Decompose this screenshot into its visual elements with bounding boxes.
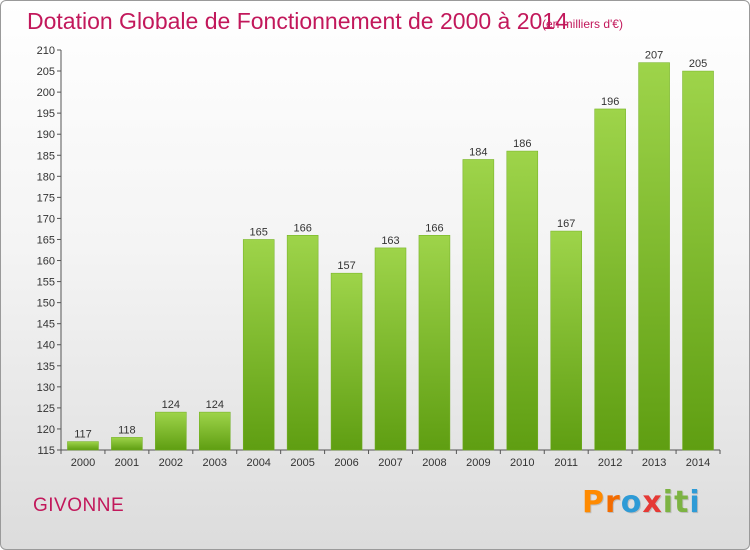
proxiti-logo: Proxiti — [582, 485, 701, 520]
bar — [330, 272, 363, 451]
value-label: 184 — [469, 146, 487, 158]
y-tick-label: 165 — [37, 234, 55, 246]
value-label: 166 — [293, 222, 311, 234]
bar — [67, 441, 99, 451]
value-label: 163 — [381, 235, 399, 247]
x-tick-label: 2008 — [422, 457, 446, 469]
bar — [682, 70, 714, 451]
chart-subtitle: (en milliers d'€) — [542, 17, 623, 31]
y-tick-label: 175 — [37, 192, 55, 204]
value-label: 196 — [601, 96, 619, 108]
x-tick-label: 2006 — [334, 457, 358, 469]
y-tick-label: 135 — [37, 361, 55, 373]
y-tick-label: 120 — [37, 424, 55, 436]
bar — [199, 411, 231, 451]
y-tick-label: 150 — [37, 298, 55, 310]
chart-title: Dotation Globale de Fonctionnement de 20… — [27, 8, 568, 34]
value-label: 165 — [250, 226, 268, 238]
y-tick-label: 180 — [37, 171, 55, 183]
bar — [506, 150, 539, 451]
bar — [550, 230, 582, 451]
x-tick-label: 2013 — [642, 457, 666, 469]
logo-letter: r — [605, 485, 621, 520]
value-label: 124 — [162, 399, 180, 411]
logo-letter: x — [642, 485, 663, 520]
y-tick-label: 210 — [37, 45, 55, 57]
value-labels: 117 118 124 124 165 166 157 163 166 184 186 167 196 2… — [74, 50, 707, 441]
value-label: 167 — [557, 218, 575, 230]
bar — [638, 62, 670, 451]
x-tick-label: 2007 — [378, 457, 402, 469]
value-label: 205 — [689, 58, 707, 70]
x-tick-label: 2009 — [466, 457, 490, 469]
bars — [67, 62, 714, 451]
y-tick-label: 185 — [37, 150, 55, 162]
y-tick-label: 160 — [37, 256, 55, 268]
value-label: 117 — [74, 429, 92, 441]
y-tick-label: 130 — [37, 382, 55, 394]
x-tick-label: 2002 — [159, 457, 183, 469]
y-tick-label: 145 — [37, 319, 55, 331]
bar — [374, 247, 407, 451]
logo-letter: i — [662, 485, 675, 520]
x-axis: 2000 2001 2002 2003 2004 2005 2006 2007 2008 2009… — [60, 449, 721, 469]
logo-letter: P — [582, 485, 605, 520]
bar — [594, 108, 626, 451]
bar — [242, 239, 275, 451]
x-tick-label: 2000 — [71, 457, 95, 469]
value-label: 157 — [337, 260, 355, 272]
y-tick-label: 140 — [37, 340, 55, 352]
x-tick-label: 2010 — [510, 457, 534, 469]
value-label: 118 — [118, 424, 136, 436]
y-tick-label: 195 — [37, 108, 55, 120]
y-tick-label: 200 — [37, 87, 55, 99]
bar — [111, 437, 143, 451]
logo-letter: t — [674, 485, 690, 520]
x-tick-label: 2005 — [290, 457, 314, 469]
bar — [286, 235, 319, 451]
bar — [418, 235, 451, 451]
x-tick-label: 2001 — [115, 457, 139, 469]
y-tick-label: 205 — [37, 66, 55, 78]
y-tick-label: 125 — [37, 403, 55, 415]
x-tick-label: 2003 — [203, 457, 227, 469]
bar — [155, 411, 187, 451]
x-tick-label: 2004 — [246, 457, 270, 469]
value-label: 166 — [425, 222, 443, 234]
value-label: 207 — [645, 50, 663, 62]
y-tick-label: 170 — [37, 213, 55, 225]
value-label: 186 — [513, 138, 531, 150]
value-label: 124 — [206, 399, 224, 411]
y-axis: 115 120 125 130 135 140 145 150 155 160 165 170 175 1… — [37, 45, 62, 457]
commune-name: GIVONNE — [33, 495, 125, 516]
x-tick-label: 2014 — [686, 457, 710, 469]
y-tick-label: 190 — [37, 129, 55, 141]
x-tick-label: 2011 — [554, 457, 578, 469]
bar — [462, 159, 495, 451]
y-tick-label: 155 — [37, 277, 55, 289]
x-tick-label: 2012 — [598, 457, 622, 469]
logo-letter: i — [689, 485, 701, 520]
logo-letter: o — [620, 485, 643, 520]
y-tick-label: 115 — [37, 445, 55, 457]
